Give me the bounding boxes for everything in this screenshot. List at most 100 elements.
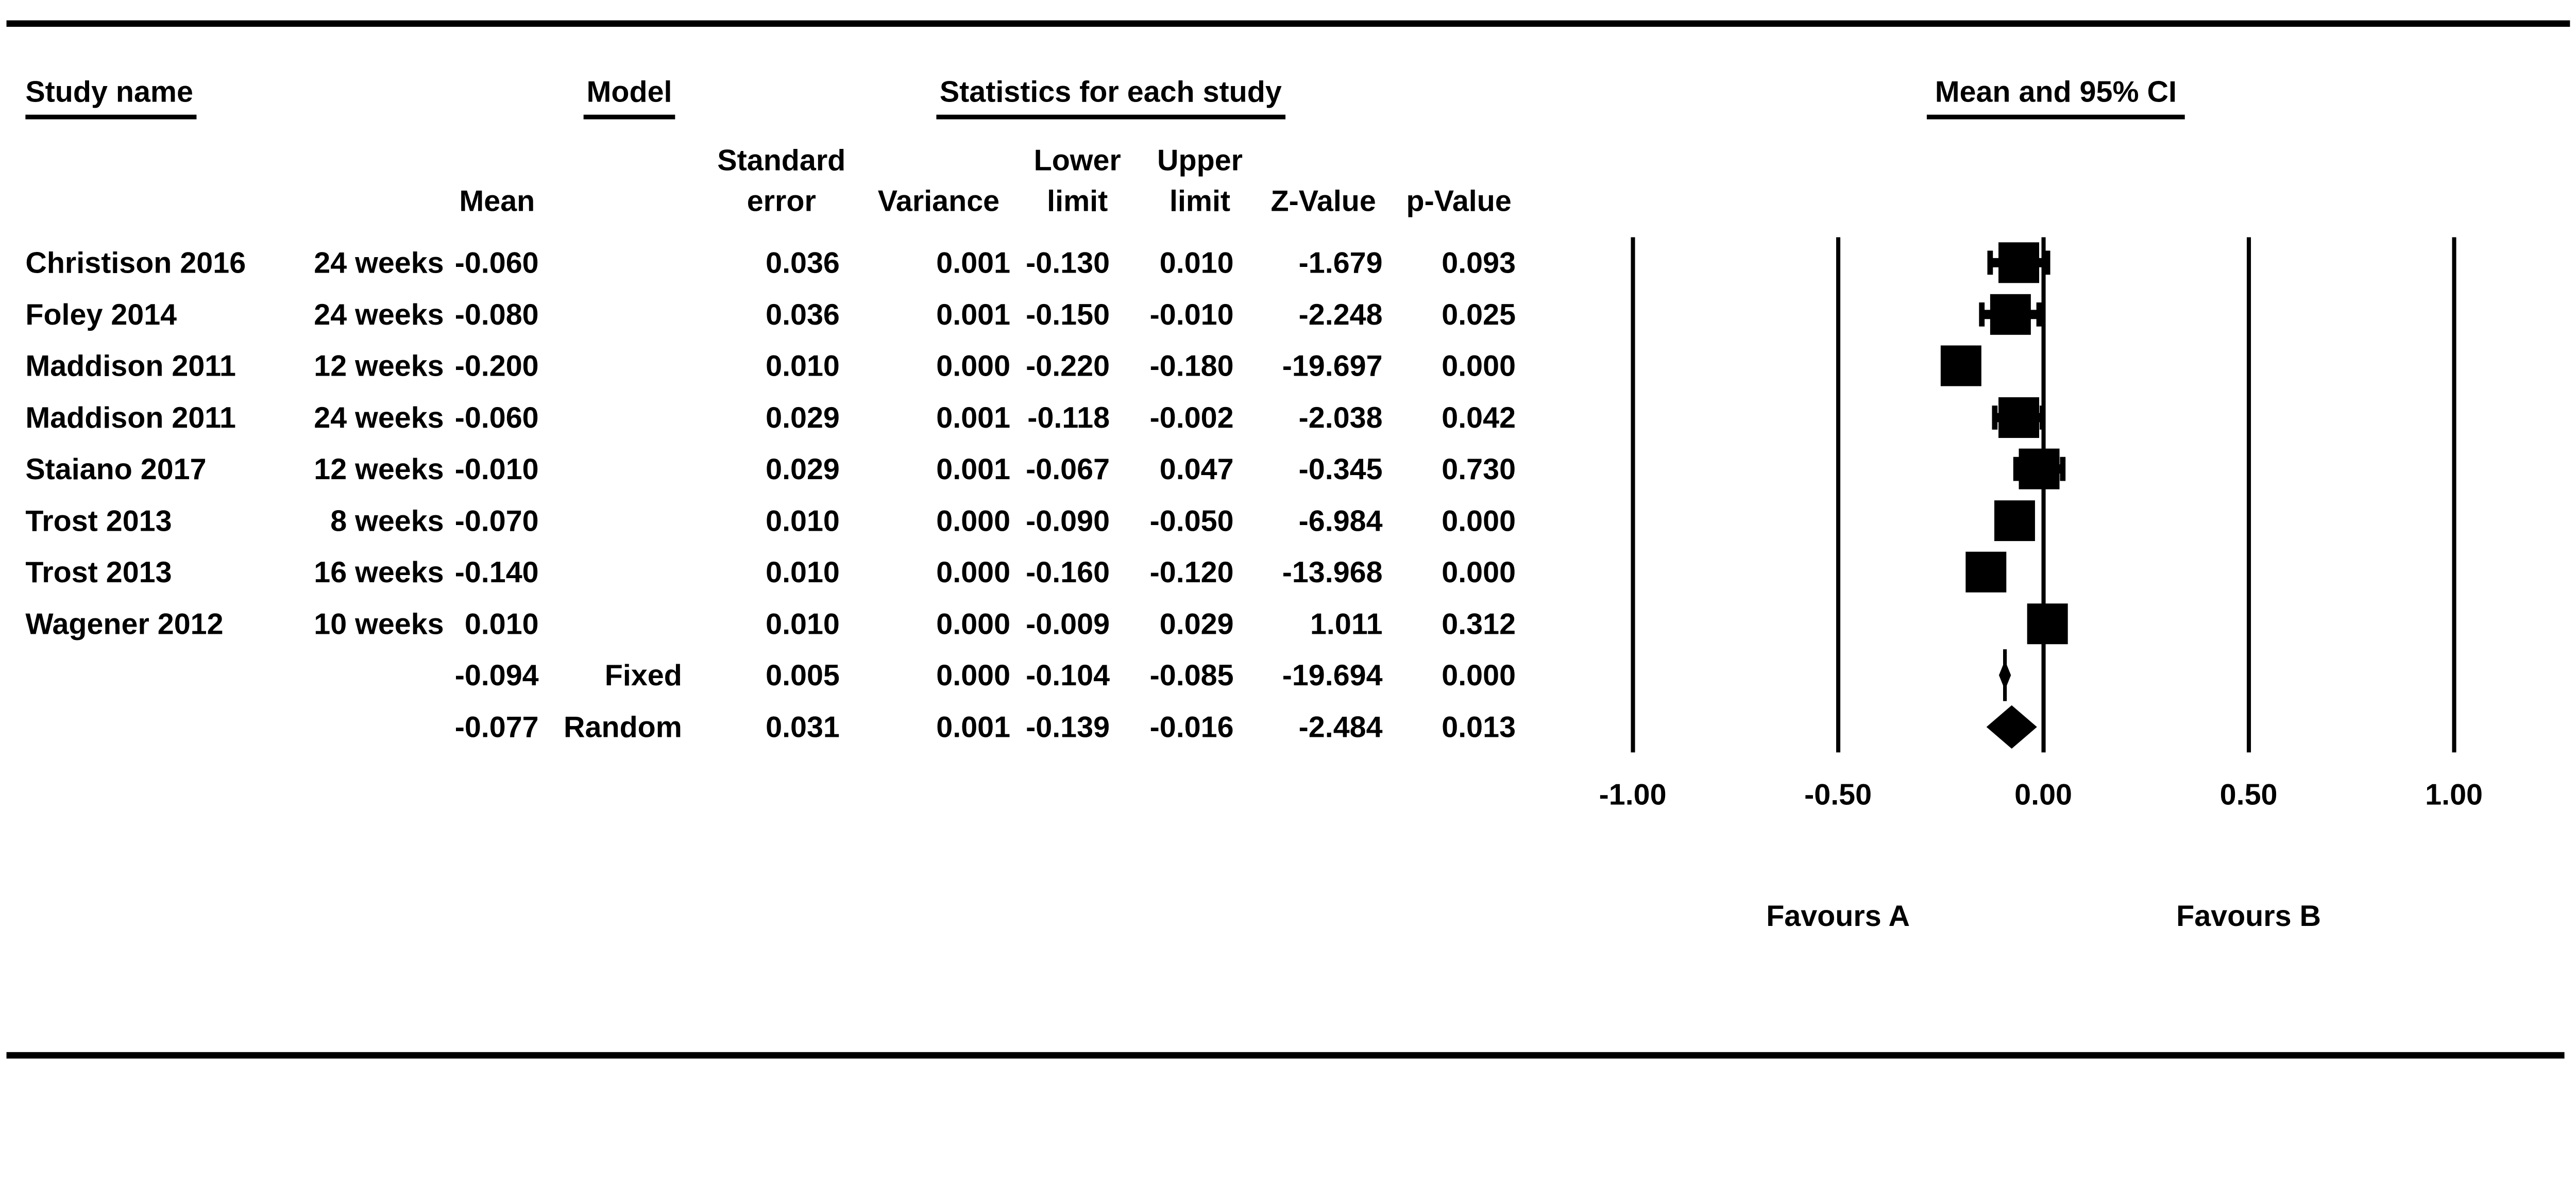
cell-study-name: Trost 2013 <box>25 503 172 537</box>
statistics-group-header: Statistics for each study <box>939 75 1282 109</box>
cell-time-point: 10 weeks <box>314 606 444 640</box>
cell-mean: -0.200 <box>454 349 539 383</box>
cell-upper-limit: 0.029 <box>1159 606 1234 640</box>
variance-header: Variance <box>877 184 1000 217</box>
cell-standard-error: 0.036 <box>766 246 840 280</box>
z-value-header: Z-Value <box>1270 184 1376 217</box>
cell-study-name: Maddison 2011 <box>25 349 236 383</box>
table-row: Trost 2013 16 weeks -0.140 0.010 0.000 -0.160… <box>0 555 2576 589</box>
cell-mean: -0.070 <box>454 503 539 537</box>
cell-variance: 0.001 <box>936 710 1011 744</box>
ci-square-marker <box>2019 448 2060 490</box>
x-axis-tick-label: -0.50 <box>1804 778 1872 812</box>
lower-header: Lower <box>1033 143 1121 177</box>
cell-variance: 0.000 <box>936 555 1011 589</box>
cell-standard-error: 0.029 <box>766 452 840 486</box>
cell-upper-limit: -0.120 <box>1149 555 1234 589</box>
cell-lower-limit: -0.067 <box>1026 452 1110 486</box>
cell-standard-error: 0.010 <box>766 503 840 537</box>
cell-variance: 0.001 <box>936 400 1011 434</box>
cell-mean: -0.010 <box>454 452 539 486</box>
ci-cap-right <box>2060 457 2065 481</box>
axis-gridline <box>1836 237 1840 753</box>
cell-lower-limit: -0.104 <box>1026 659 1110 692</box>
top-rule <box>6 20 2570 27</box>
axis-gridline <box>2452 237 2456 753</box>
cell-variance: 0.000 <box>936 349 1011 383</box>
axis-gridline <box>2246 237 2251 753</box>
ci-cap-right <box>2036 302 2042 327</box>
summary-row: -0.077 Random 0.031 0.001 -0.139 -0.016 -2.484… <box>0 710 2576 744</box>
table-row: Maddison 2011 12 weeks -0.200 0.010 0.000 -0.… <box>0 349 2576 383</box>
cell-mean: -0.080 <box>454 297 539 331</box>
cell-lower-limit: -0.220 <box>1026 349 1110 383</box>
axis-gridline <box>1631 237 1635 753</box>
cell-upper-limit: -0.016 <box>1149 710 1234 744</box>
cell-variance: 0.001 <box>936 297 1011 331</box>
cell-lower-limit: -0.160 <box>1026 555 1110 589</box>
cell-study-name: Wagener 2012 <box>25 606 224 640</box>
upper-header: Upper <box>1157 143 1243 177</box>
cell-upper-limit: -0.002 <box>1149 400 1234 434</box>
cell-study-name: Maddison 2011 <box>25 400 236 434</box>
cell-mean: 0.010 <box>464 606 539 640</box>
study-name-underline <box>25 114 197 120</box>
cell-variance: 0.000 <box>936 659 1011 692</box>
plot-title: Mean and 95% CI <box>1935 75 2177 109</box>
cell-z-value: -13.968 <box>1282 555 1383 589</box>
cell-z-value: 1.011 <box>1310 606 1383 640</box>
ci-cap-left <box>2013 457 2019 481</box>
cell-time-point: 24 weeks <box>314 297 444 331</box>
ci-square-marker <box>2027 603 2068 644</box>
x-axis-tick-label: 1.00 <box>2425 778 2483 812</box>
cell-upper-limit: -0.050 <box>1149 503 1234 537</box>
mean-header: Mean <box>459 184 535 217</box>
lower-limit-header: limit <box>1047 184 1108 217</box>
ci-cap-right <box>2040 405 2045 430</box>
cell-mean: -0.077 <box>454 710 539 744</box>
cell-mean: -0.060 <box>454 246 539 280</box>
table-row: Staiano 2017 12 weeks -0.010 0.029 0.001 -0.0… <box>0 452 2576 486</box>
ci-cap-left <box>1987 250 1993 275</box>
cell-study-name: Foley 2014 <box>25 297 177 331</box>
p-value-header: p-Value <box>1406 184 1512 217</box>
ci-square-marker <box>1998 397 2039 438</box>
ci-square-marker <box>1998 242 2039 283</box>
cell-upper-limit: 0.047 <box>1159 452 1234 486</box>
cell-study-name: Staiano 2017 <box>25 452 207 486</box>
cell-time-point: 8 weeks <box>330 503 444 537</box>
upper-limit-header: limit <box>1169 184 1231 217</box>
cell-p-value: 0.000 <box>1442 503 1516 537</box>
cell-upper-limit: -0.085 <box>1149 659 1234 692</box>
favours-b-label: Favours B <box>2176 899 2321 933</box>
cell-z-value: -2.038 <box>1298 400 1383 434</box>
cell-variance: 0.001 <box>936 246 1011 280</box>
cell-lower-limit: -0.090 <box>1026 503 1110 537</box>
cell-z-value: -19.694 <box>1282 659 1383 692</box>
ci-square-marker <box>1941 345 1982 386</box>
cell-p-value: 0.042 <box>1442 400 1516 434</box>
cell-variance: 0.000 <box>936 606 1011 640</box>
cell-p-value: 0.025 <box>1442 297 1516 331</box>
cell-z-value: -2.248 <box>1298 297 1383 331</box>
table-row: Trost 2013 8 weeks -0.070 0.010 0.000 -0.090 -… <box>0 504 2576 537</box>
cell-p-value: 0.000 <box>1442 659 1516 692</box>
table-row: Wagener 2012 10 weeks 0.010 0.010 0.000 -0.00… <box>0 607 2576 640</box>
cell-standard-error: 0.010 <box>766 555 840 589</box>
cell-upper-limit: -0.180 <box>1149 349 1234 383</box>
ci-square-marker <box>1965 551 2006 593</box>
cell-p-value: 0.093 <box>1442 246 1516 280</box>
cell-mean: -0.140 <box>454 555 539 589</box>
cell-upper-limit: 0.010 <box>1159 246 1234 280</box>
ci-square-marker <box>1994 500 2035 541</box>
x-axis-tick-label: 0.50 <box>2219 778 2278 812</box>
study-name-header: Study name <box>25 75 193 109</box>
fixed-summary-diamond <box>1998 649 2011 701</box>
plot-title-underline <box>1926 114 2185 120</box>
cell-z-value: -19.697 <box>1282 349 1383 383</box>
cell-p-value: 0.000 <box>1442 349 1516 383</box>
cell-standard-error: 0.010 <box>766 349 840 383</box>
cell-study-name: Christison 2016 <box>25 246 246 280</box>
x-axis-tick-label: -1.00 <box>1599 778 1667 812</box>
cell-z-value: -6.984 <box>1298 503 1383 537</box>
